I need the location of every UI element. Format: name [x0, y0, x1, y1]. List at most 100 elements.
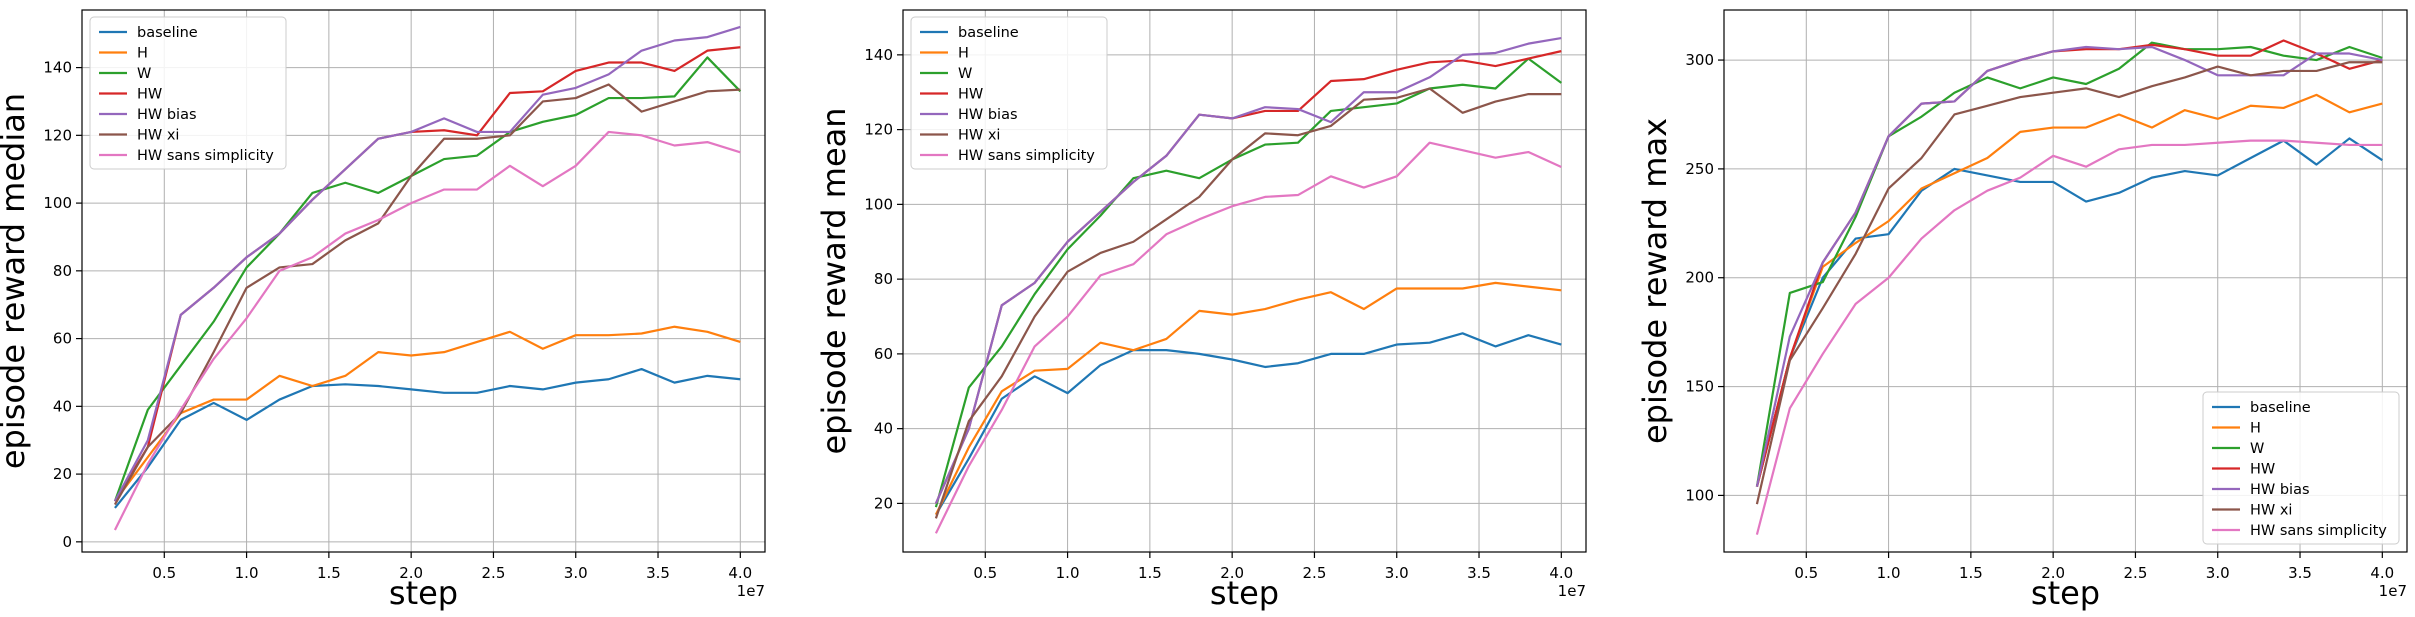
legend-label-h: H [958, 46, 969, 62]
x-offset-label: 1e7 [737, 582, 765, 600]
series-line-h [114, 325, 741, 502]
series-line-hw-bias [1755, 45, 2383, 487]
series-line-hw-bias [113, 25, 741, 502]
y-tick-label: 20 [53, 465, 72, 483]
y-tick-label: 80 [53, 262, 72, 280]
series-line-w [1755, 41, 2383, 487]
x-tick-label: 2.5 [482, 564, 506, 582]
legend-label-hw-xi: HW xi [137, 128, 179, 144]
x-tick-label: 1.5 [1959, 564, 1983, 582]
y-tick-label: 140 [43, 59, 72, 77]
x-axis-label: step [2031, 574, 2100, 612]
y-tick-label: 100 [43, 194, 72, 212]
legend-label-baseline: baseline [958, 25, 1019, 41]
series-line-w [113, 56, 742, 502]
legend-label-w: W [958, 66, 972, 82]
x-tick-label: 3.5 [1467, 564, 1491, 582]
x-tick-label: 4.0 [728, 564, 752, 582]
chart-panel-1: 0.5 1.0 1.5 2.0 2.5 3.0 3.5 4.0 0 20 40 60 80 100 120 1… [0, 9, 766, 612]
y-tick-label: 0 [62, 533, 72, 551]
series-line-hw-sans-simplicity [1755, 139, 2383, 535]
legend-label-h: H [2250, 421, 2261, 437]
series-line-hw-xi [1755, 61, 2383, 505]
chart-panel-3: 0.5 1.0 1.5 2.0 2.5 3.0 3.5 4.0 100 150 200 250 300 1… [1636, 9, 2408, 612]
x-tick-label: 2.0 [399, 564, 423, 582]
x-tick-label: 2.0 [2041, 564, 2065, 582]
y-tick-label: 80 [874, 270, 893, 288]
legend-label-hw-xi: HW xi [958, 128, 1000, 144]
y-tick-label: 250 [1685, 160, 1714, 178]
chart-panel-2: 0.5 1.0 1.5 2.0 2.5 3.0 3.5 4.0 20 40 60 80 100 120 14… [815, 9, 1587, 612]
x-tick-label: 0.5 [152, 564, 176, 582]
y-tick-label: 100 [1685, 486, 1714, 504]
legend-box [2202, 391, 2400, 545]
legend-label-hw: HW [137, 87, 162, 103]
x-tick-label: 4.0 [2370, 564, 2394, 582]
legend-label-hw-xi: HW xi [2250, 503, 2292, 519]
x-offset-label: 1e7 [2379, 582, 2407, 600]
x-tick-label: 1.5 [1138, 564, 1162, 582]
series-line-h [934, 281, 1562, 516]
legend-label-hw-sans-simplicity: HW sans simplicity [2250, 523, 2387, 539]
legend-label-hw-sans-simplicity: HW sans simplicity [137, 148, 274, 164]
y-tick-label: 200 [1685, 269, 1714, 287]
x-tick-label: 3.0 [2206, 564, 2230, 582]
y-axis-label: episode reward mean [815, 107, 853, 454]
y-tick-label: 20 [874, 494, 893, 512]
x-tick-label: 2.5 [2124, 564, 2148, 582]
x-tick-label: 4.0 [1549, 564, 1573, 582]
legend-label-hw: HW [958, 87, 983, 103]
series-line-baseline [114, 367, 741, 509]
y-tick-label: 120 [864, 121, 893, 139]
series-line-h [1755, 93, 2383, 487]
series-line-hw-xi [934, 87, 1562, 519]
x-tick-label: 3.0 [564, 564, 588, 582]
legend-box [89, 16, 287, 170]
series-line-hw-xi [113, 83, 741, 506]
y-tick-label: 120 [43, 126, 72, 144]
legend: baseline HW HW HW bias HW xi HW sans simplici… [910, 16, 1108, 170]
legend-label-hw-bias: HW bias [137, 107, 197, 123]
series-line-baseline [1755, 137, 2383, 487]
y-tick-label: 60 [874, 345, 893, 363]
legend-label-hw-sans-simplicity: HW sans simplicity [958, 148, 1095, 164]
legend-box [910, 16, 1108, 170]
series-line-hw-bias [934, 36, 1562, 504]
legend-label-hw: HW [2250, 462, 2275, 478]
x-tick-label: 3.5 [2288, 564, 2312, 582]
x-axis-label: step [1210, 574, 1279, 612]
legend-label-w: W [137, 66, 151, 82]
series-line-w [934, 57, 1562, 508]
y-tick-label: 150 [1685, 378, 1714, 396]
x-tick-label: 2.0 [1220, 564, 1244, 582]
x-tick-label: 1.5 [317, 564, 341, 582]
series-line-baseline [934, 332, 1562, 516]
x-tick-label: 3.5 [646, 564, 670, 582]
x-tick-label: 2.5 [1303, 564, 1327, 582]
x-tick-label: 3.0 [1385, 564, 1409, 582]
x-offset-label: 1e7 [1558, 582, 1586, 600]
y-tick-label: 40 [53, 397, 72, 415]
x-axis-label: step [389, 574, 458, 612]
legend-label-hw-bias: HW bias [958, 107, 1018, 123]
y-tick-label: 100 [864, 195, 893, 213]
legend-label-h: H [137, 46, 148, 62]
y-tick-label: 40 [874, 420, 893, 438]
series-line-hw-sans-simplicity [934, 141, 1562, 534]
plot-frame [81, 9, 766, 553]
x-tick-label: 1.0 [1877, 564, 1901, 582]
x-tick-label: 1.0 [235, 564, 259, 582]
legend-label-hw-bias: HW bias [2250, 482, 2310, 498]
y-axis-label: episode reward max [1636, 118, 1674, 444]
legend-label-w: W [2250, 441, 2264, 457]
y-axis-label: episode reward median [0, 93, 32, 469]
legend: baseline HW HW HW bias HW xi HW sans simplici… [89, 16, 287, 170]
x-tick-label: 0.5 [1794, 564, 1818, 582]
plot-frame [902, 9, 1587, 553]
legend-label-baseline: baseline [2250, 400, 2311, 416]
x-tick-label: 0.5 [973, 564, 997, 582]
y-tick-label: 300 [1685, 51, 1714, 69]
legend: baseline HW HW HW bias HW xi HW sans simplici… [2202, 391, 2400, 545]
y-tick-label: 60 [53, 330, 72, 348]
